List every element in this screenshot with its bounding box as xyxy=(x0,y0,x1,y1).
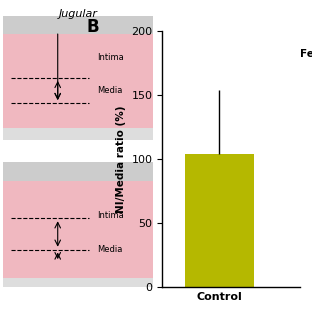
FancyBboxPatch shape xyxy=(3,16,153,140)
Text: Femoral: Femoral xyxy=(300,49,312,59)
Text: Media: Media xyxy=(97,86,122,95)
Text: Jugular: Jugular xyxy=(59,9,97,19)
FancyBboxPatch shape xyxy=(3,16,153,34)
Text: B: B xyxy=(87,18,99,37)
FancyBboxPatch shape xyxy=(3,162,153,181)
Y-axis label: NI/Media ratio (%): NI/Media ratio (%) xyxy=(116,105,126,213)
FancyBboxPatch shape xyxy=(3,162,153,287)
Bar xyxy=(185,154,254,287)
Text: Intima: Intima xyxy=(97,211,124,220)
Text: Intima: Intima xyxy=(97,53,124,62)
FancyBboxPatch shape xyxy=(3,278,153,287)
FancyBboxPatch shape xyxy=(3,128,153,140)
Text: Media: Media xyxy=(97,245,122,254)
